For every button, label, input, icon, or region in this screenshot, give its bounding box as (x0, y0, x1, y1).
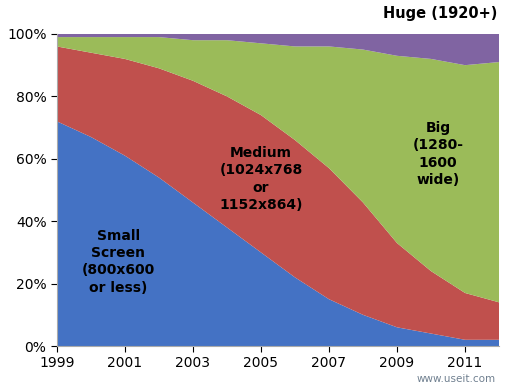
Text: Huge (1920+): Huge (1920+) (382, 7, 496, 21)
Text: Big
(1280-
1600
wide): Big (1280- 1600 wide) (412, 121, 463, 187)
Text: Medium
(1024x768
or
1152x864): Medium (1024x768 or 1152x864) (219, 146, 302, 212)
Text: Small
Screen
(800x600
or less): Small Screen (800x600 or less) (81, 229, 155, 295)
Text: www.useit.com: www.useit.com (416, 374, 495, 384)
